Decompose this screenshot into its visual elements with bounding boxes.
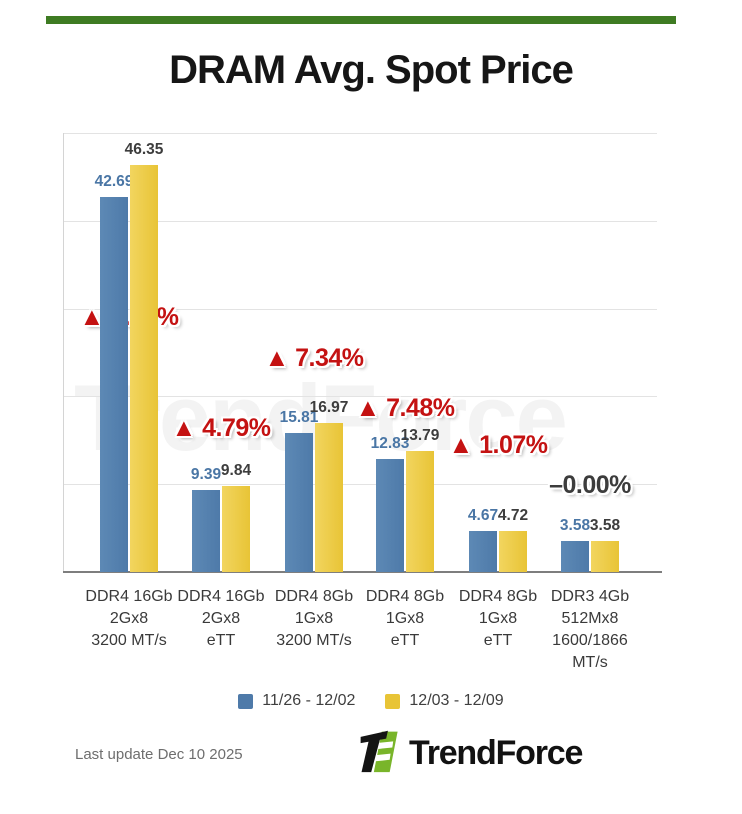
plot-area: ▲ 8.57% 42.69 46.35 DDR4 16Gb 2Gx8 3200 MT/s ▲…	[63, 133, 662, 671]
bar-group: ▲ 8.57% 42.69 46.35 DDR4 16Gb 2Gx8 3200 MT/s	[69, 133, 189, 649]
value-label: 46.35	[124, 141, 164, 159]
legend-swatch	[238, 693, 254, 709]
header-accent-bar	[46, 16, 676, 24]
bar	[192, 489, 220, 572]
change-label: ▲ 8.57%	[79, 303, 179, 331]
category-label: DDR4 8Gb 1Gx8 eTT	[365, 588, 445, 649]
legend-item: 11/26 - 12/02	[238, 692, 355, 710]
value-label: 42.69	[94, 173, 134, 191]
gridline	[64, 133, 657, 134]
value-label: 4.72	[497, 506, 529, 524]
bar	[469, 531, 497, 572]
legend-item: 12/03 - 12/09	[385, 692, 504, 710]
bar-group: ▲ 7.34% 15.81 16.97 DDR4 8Gb 1Gx8 3200 MT/s	[254, 133, 374, 649]
value-label: 9.39	[190, 465, 222, 483]
value-label: 16.97	[309, 399, 349, 417]
change-label: –0.00%	[549, 471, 631, 499]
bar	[561, 540, 589, 572]
legend-swatch	[385, 693, 401, 709]
bar	[100, 197, 128, 572]
page-title: DRAM Avg. Spot Price	[169, 48, 574, 92]
bar-group: ▲ 1.07% 4.67 4.72 DDR4 8Gb 1Gx8 eTT	[438, 133, 558, 649]
category-label: DDR4 8Gb 1Gx8 eTT	[458, 588, 538, 649]
trendforce-logo: TrendForce	[358, 726, 583, 781]
value-label: 4.67	[467, 507, 499, 524]
trendforce-logo-text: TrendForce	[409, 734, 583, 772]
x-axis-line	[63, 571, 662, 573]
bar	[376, 459, 404, 572]
bar	[130, 165, 158, 572]
legend: 11/26 - 12/02 12/03 - 12/09	[0, 692, 742, 710]
change-label: ▲ 7.34%	[264, 344, 364, 372]
bar	[315, 423, 343, 572]
category-label: DDR4 16Gb 2Gx8 3200 MT/s	[85, 588, 173, 649]
value-label: 3.58	[559, 516, 591, 534]
gridline	[64, 308, 657, 310]
bar-group: ▲ 4.79% 9.39 9.84 DDR4 16Gb 2Gx8 eTT	[161, 133, 281, 649]
value-label: 9.84	[220, 461, 252, 479]
value-label: 12.83	[370, 435, 410, 453]
change-label: ▲ 4.79%	[171, 414, 271, 442]
gridline	[64, 484, 657, 486]
value-label: 3.58	[589, 516, 621, 534]
bar	[285, 433, 313, 572]
bar	[591, 540, 619, 572]
category-label: DDR3 4Gb 512Mx8 1600/1866 MT/s	[550, 588, 630, 671]
value-label: 15.81	[279, 409, 319, 427]
bar	[222, 485, 250, 572]
bar-group: –0.00% 3.58 3.58 DDR3 4Gb 512Mx8 1600/1866 MT/…	[530, 133, 650, 671]
category-label: DDR4 16Gb 2Gx8 eTT	[177, 588, 265, 649]
trendforce-logo-mark-icon	[358, 726, 402, 781]
bar	[499, 530, 527, 572]
legend-label: 12/03 - 12/09	[409, 692, 504, 709]
gridline	[64, 220, 657, 222]
gridline	[64, 396, 657, 398]
bar	[406, 450, 434, 572]
change-label: ▲ 1.07%	[448, 431, 548, 459]
last-update-text: Last update Dec 10 2025	[75, 746, 243, 763]
bar-group: ▲ 7.48% 12.83 13.79 DDR4 8Gb 1Gx8 eTT	[345, 133, 465, 649]
legend-label: 11/26 - 12/02	[262, 692, 356, 709]
value-label: 13.79	[400, 426, 440, 444]
category-label: DDR4 8Gb 1Gx8 3200 MT/s	[274, 588, 354, 649]
change-label: ▲ 7.48%	[355, 394, 455, 422]
